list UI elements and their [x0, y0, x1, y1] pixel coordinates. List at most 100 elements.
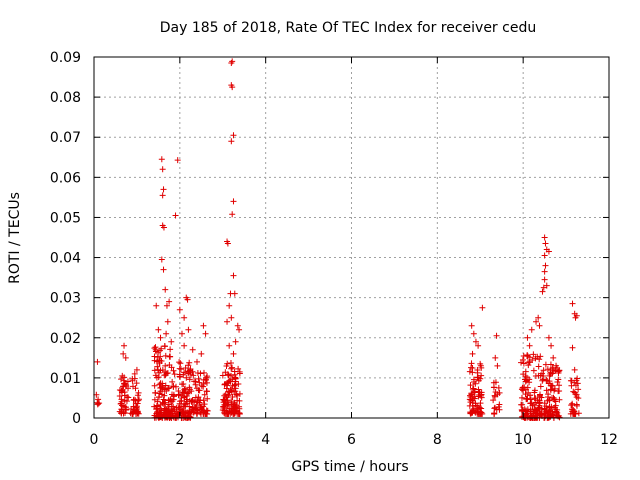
data-point [231, 290, 238, 297]
axes: 0 0.01 0.02 0.03 0.04 0.05 0.06 0.07 0.08 0.09 0 2 4… [50, 50, 618, 448]
plot-frame [93, 56, 610, 419]
cluster-point [170, 403, 177, 410]
cluster-point [161, 399, 168, 406]
cluster-point [523, 395, 530, 402]
cluster-point [190, 409, 197, 416]
data-point [475, 342, 482, 349]
cluster-point [496, 401, 503, 408]
cluster-point [518, 406, 525, 413]
cluster-point [170, 384, 177, 391]
data-point [194, 358, 200, 365]
cluster-point [193, 385, 200, 392]
x-axis-label: GPS time / hours [291, 459, 408, 475]
data-point [224, 318, 231, 325]
data-point [545, 248, 552, 255]
data-point [185, 326, 192, 333]
cluster-point [221, 403, 228, 410]
data-point [176, 306, 183, 313]
cluster-point [133, 380, 140, 387]
x-tick-label: 0 [90, 432, 99, 448]
data-point [198, 350, 205, 357]
data-point [571, 366, 578, 373]
data-point [160, 224, 167, 231]
cluster-point [170, 367, 177, 374]
x-tick-label: 4 [261, 432, 270, 448]
cluster-point [162, 362, 169, 369]
cluster-point [199, 406, 206, 413]
cluster-point [553, 409, 560, 416]
data-point [479, 304, 486, 311]
cluster-point [493, 406, 500, 413]
cluster-point [547, 413, 554, 420]
cluster-point [95, 396, 102, 403]
cluster-point [124, 378, 131, 385]
cluster-point [536, 356, 543, 363]
cluster-point [191, 398, 198, 405]
cluster-point [532, 408, 539, 415]
cluster-point [157, 405, 164, 412]
cluster-point [152, 389, 159, 396]
data-point [228, 314, 235, 321]
data-point [541, 234, 548, 241]
cluster-point [490, 379, 497, 386]
data-point [120, 350, 127, 357]
data-point [540, 284, 547, 291]
cluster-point [477, 400, 484, 407]
cluster-point [122, 404, 129, 411]
cluster-point [183, 374, 190, 381]
cluster-point [161, 372, 168, 379]
cluster-point [129, 383, 136, 390]
cluster-point [196, 379, 203, 386]
cluster-point [236, 410, 243, 417]
data-point [230, 132, 237, 139]
cluster-point [228, 408, 235, 415]
cluster-point [575, 386, 582, 393]
cluster-point [179, 389, 186, 396]
data-point [230, 272, 237, 279]
cluster-point [125, 385, 132, 392]
cluster-point [466, 402, 473, 409]
cluster-point [475, 377, 482, 384]
y-axis-label: ROTI / TECUs [7, 192, 23, 284]
data-point [470, 330, 477, 337]
cluster-point [198, 404, 205, 411]
data-point [552, 366, 559, 373]
data-point [469, 350, 476, 357]
cluster-point [520, 387, 527, 394]
cluster-point [200, 397, 207, 404]
cluster-point [154, 398, 161, 405]
cluster-point [538, 394, 545, 401]
data-point [569, 300, 576, 307]
cluster-point [181, 386, 188, 393]
cluster-point [526, 376, 533, 383]
cluster-point [181, 393, 188, 400]
data-point [163, 330, 170, 337]
data-point [526, 342, 533, 349]
cluster-point [161, 407, 168, 414]
cluster-point [526, 392, 533, 399]
cluster-point [175, 404, 182, 411]
cluster-point [157, 380, 164, 387]
cluster-point [554, 378, 561, 385]
cluster-point [490, 397, 497, 404]
cluster-point [190, 372, 197, 379]
cluster-point [153, 358, 160, 365]
y-tick-label: 0.04 [50, 251, 81, 267]
data-point [542, 262, 549, 269]
cluster-point [531, 401, 538, 408]
cluster-point [478, 364, 485, 371]
data-point [178, 330, 185, 337]
cluster-point [155, 394, 162, 401]
data-point [535, 314, 542, 321]
x-tick-label: 6 [347, 432, 356, 448]
cluster-point [200, 369, 207, 376]
data-point [550, 354, 557, 361]
data-point [159, 192, 166, 199]
cluster-point [527, 400, 534, 407]
cluster-point [132, 400, 139, 407]
cluster-point [125, 394, 132, 401]
data-point [181, 314, 188, 321]
cluster-point [543, 377, 550, 384]
cluster-point [128, 406, 135, 413]
